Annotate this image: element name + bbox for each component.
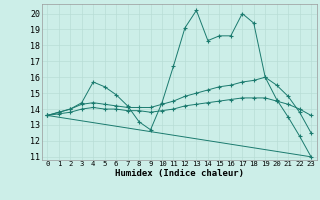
- X-axis label: Humidex (Indice chaleur): Humidex (Indice chaleur): [115, 169, 244, 178]
